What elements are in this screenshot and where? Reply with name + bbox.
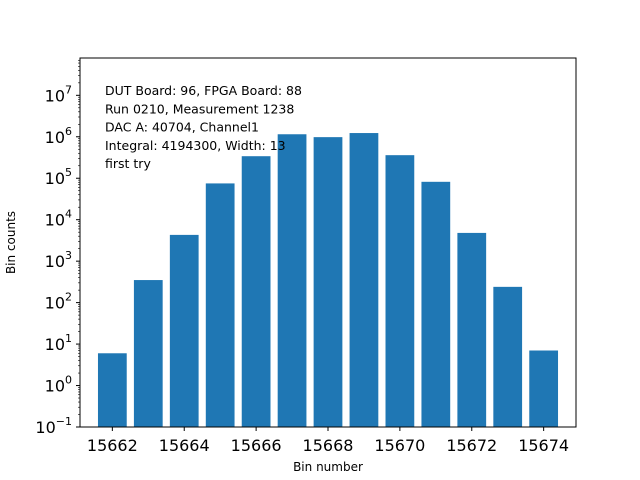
annotation-line-5: first try — [105, 156, 151, 171]
bar-15667 — [277, 134, 307, 427]
annotation-box: DUT Board: 96, FPGA Board: 88 Run 0210, … — [105, 83, 302, 171]
y-tick-label: 102 — [45, 291, 72, 313]
x-axis-ticks: 15662 15664 15666 15668 15670 15672 15674 — [87, 427, 569, 455]
bar-15672 — [457, 232, 487, 427]
y-tick-label: 105 — [45, 166, 72, 188]
y-tick-label: 103 — [45, 249, 72, 271]
y-tick-label: 107 — [45, 83, 72, 105]
bar-15666 — [241, 156, 271, 427]
y-tick-exponent: 7 — [65, 83, 72, 96]
y-tick-label: 104 — [45, 208, 72, 230]
bar-15670 — [385, 155, 415, 428]
y-tick-exponent: −1 — [56, 415, 72, 428]
x-tick-label: 15670 — [374, 436, 425, 455]
bar-15662 — [97, 353, 127, 427]
y-tick-base: 10 — [45, 86, 65, 105]
bar-15668 — [313, 137, 343, 428]
bar-15663 — [133, 280, 163, 427]
x-tick-label: 15662 — [87, 436, 138, 455]
y-axis-label: Bin counts — [4, 211, 18, 274]
y-tick-label: 100 — [45, 374, 72, 396]
y-tick-exponent: 1 — [65, 332, 72, 345]
y-tick-label: 101 — [45, 332, 72, 354]
bars-group — [97, 133, 559, 428]
x-tick-label: 15674 — [518, 436, 569, 455]
y-tick-base: 10 — [35, 418, 55, 437]
bar-15671 — [421, 181, 451, 427]
x-tick-label: 15666 — [231, 436, 282, 455]
bar-15673 — [493, 286, 523, 427]
y-tick-base: 10 — [45, 335, 65, 354]
y-tick-exponent: 2 — [65, 291, 72, 304]
x-tick-label: 15664 — [159, 436, 210, 455]
y-tick-label: 10−1 — [35, 415, 72, 437]
y-tick-exponent: 5 — [65, 166, 72, 179]
annotation-line-3: DAC A: 40704, Channel1 — [105, 120, 259, 135]
y-tick-base: 10 — [45, 128, 65, 147]
y-tick-exponent: 3 — [65, 249, 72, 262]
y-tick-exponent: 6 — [65, 125, 72, 138]
annotation-line-4: Integral: 4194300, Width: 13 — [105, 138, 286, 153]
y-tick-base: 10 — [45, 294, 65, 313]
x-axis-label: Bin number — [293, 460, 363, 474]
y-tick-exponent: 4 — [65, 208, 72, 221]
annotation-line-2: Run 0210, Measurement 1238 — [105, 101, 294, 116]
bar-15669 — [349, 133, 379, 427]
annotation-line-1: DUT Board: 96, FPGA Board: 88 — [105, 83, 302, 98]
bar-15664 — [169, 234, 199, 427]
y-tick-base: 10 — [45, 169, 65, 188]
y-tick-base: 10 — [45, 377, 65, 396]
y-tick-base: 10 — [45, 211, 65, 230]
y-tick-exponent: 0 — [65, 374, 72, 387]
x-tick-label: 15668 — [303, 436, 354, 455]
y-tick-base: 10 — [45, 252, 65, 271]
x-tick-label: 15672 — [446, 436, 497, 455]
bar-15674 — [529, 350, 559, 427]
y-tick-label: 106 — [45, 125, 72, 147]
bar-15665 — [205, 183, 235, 427]
